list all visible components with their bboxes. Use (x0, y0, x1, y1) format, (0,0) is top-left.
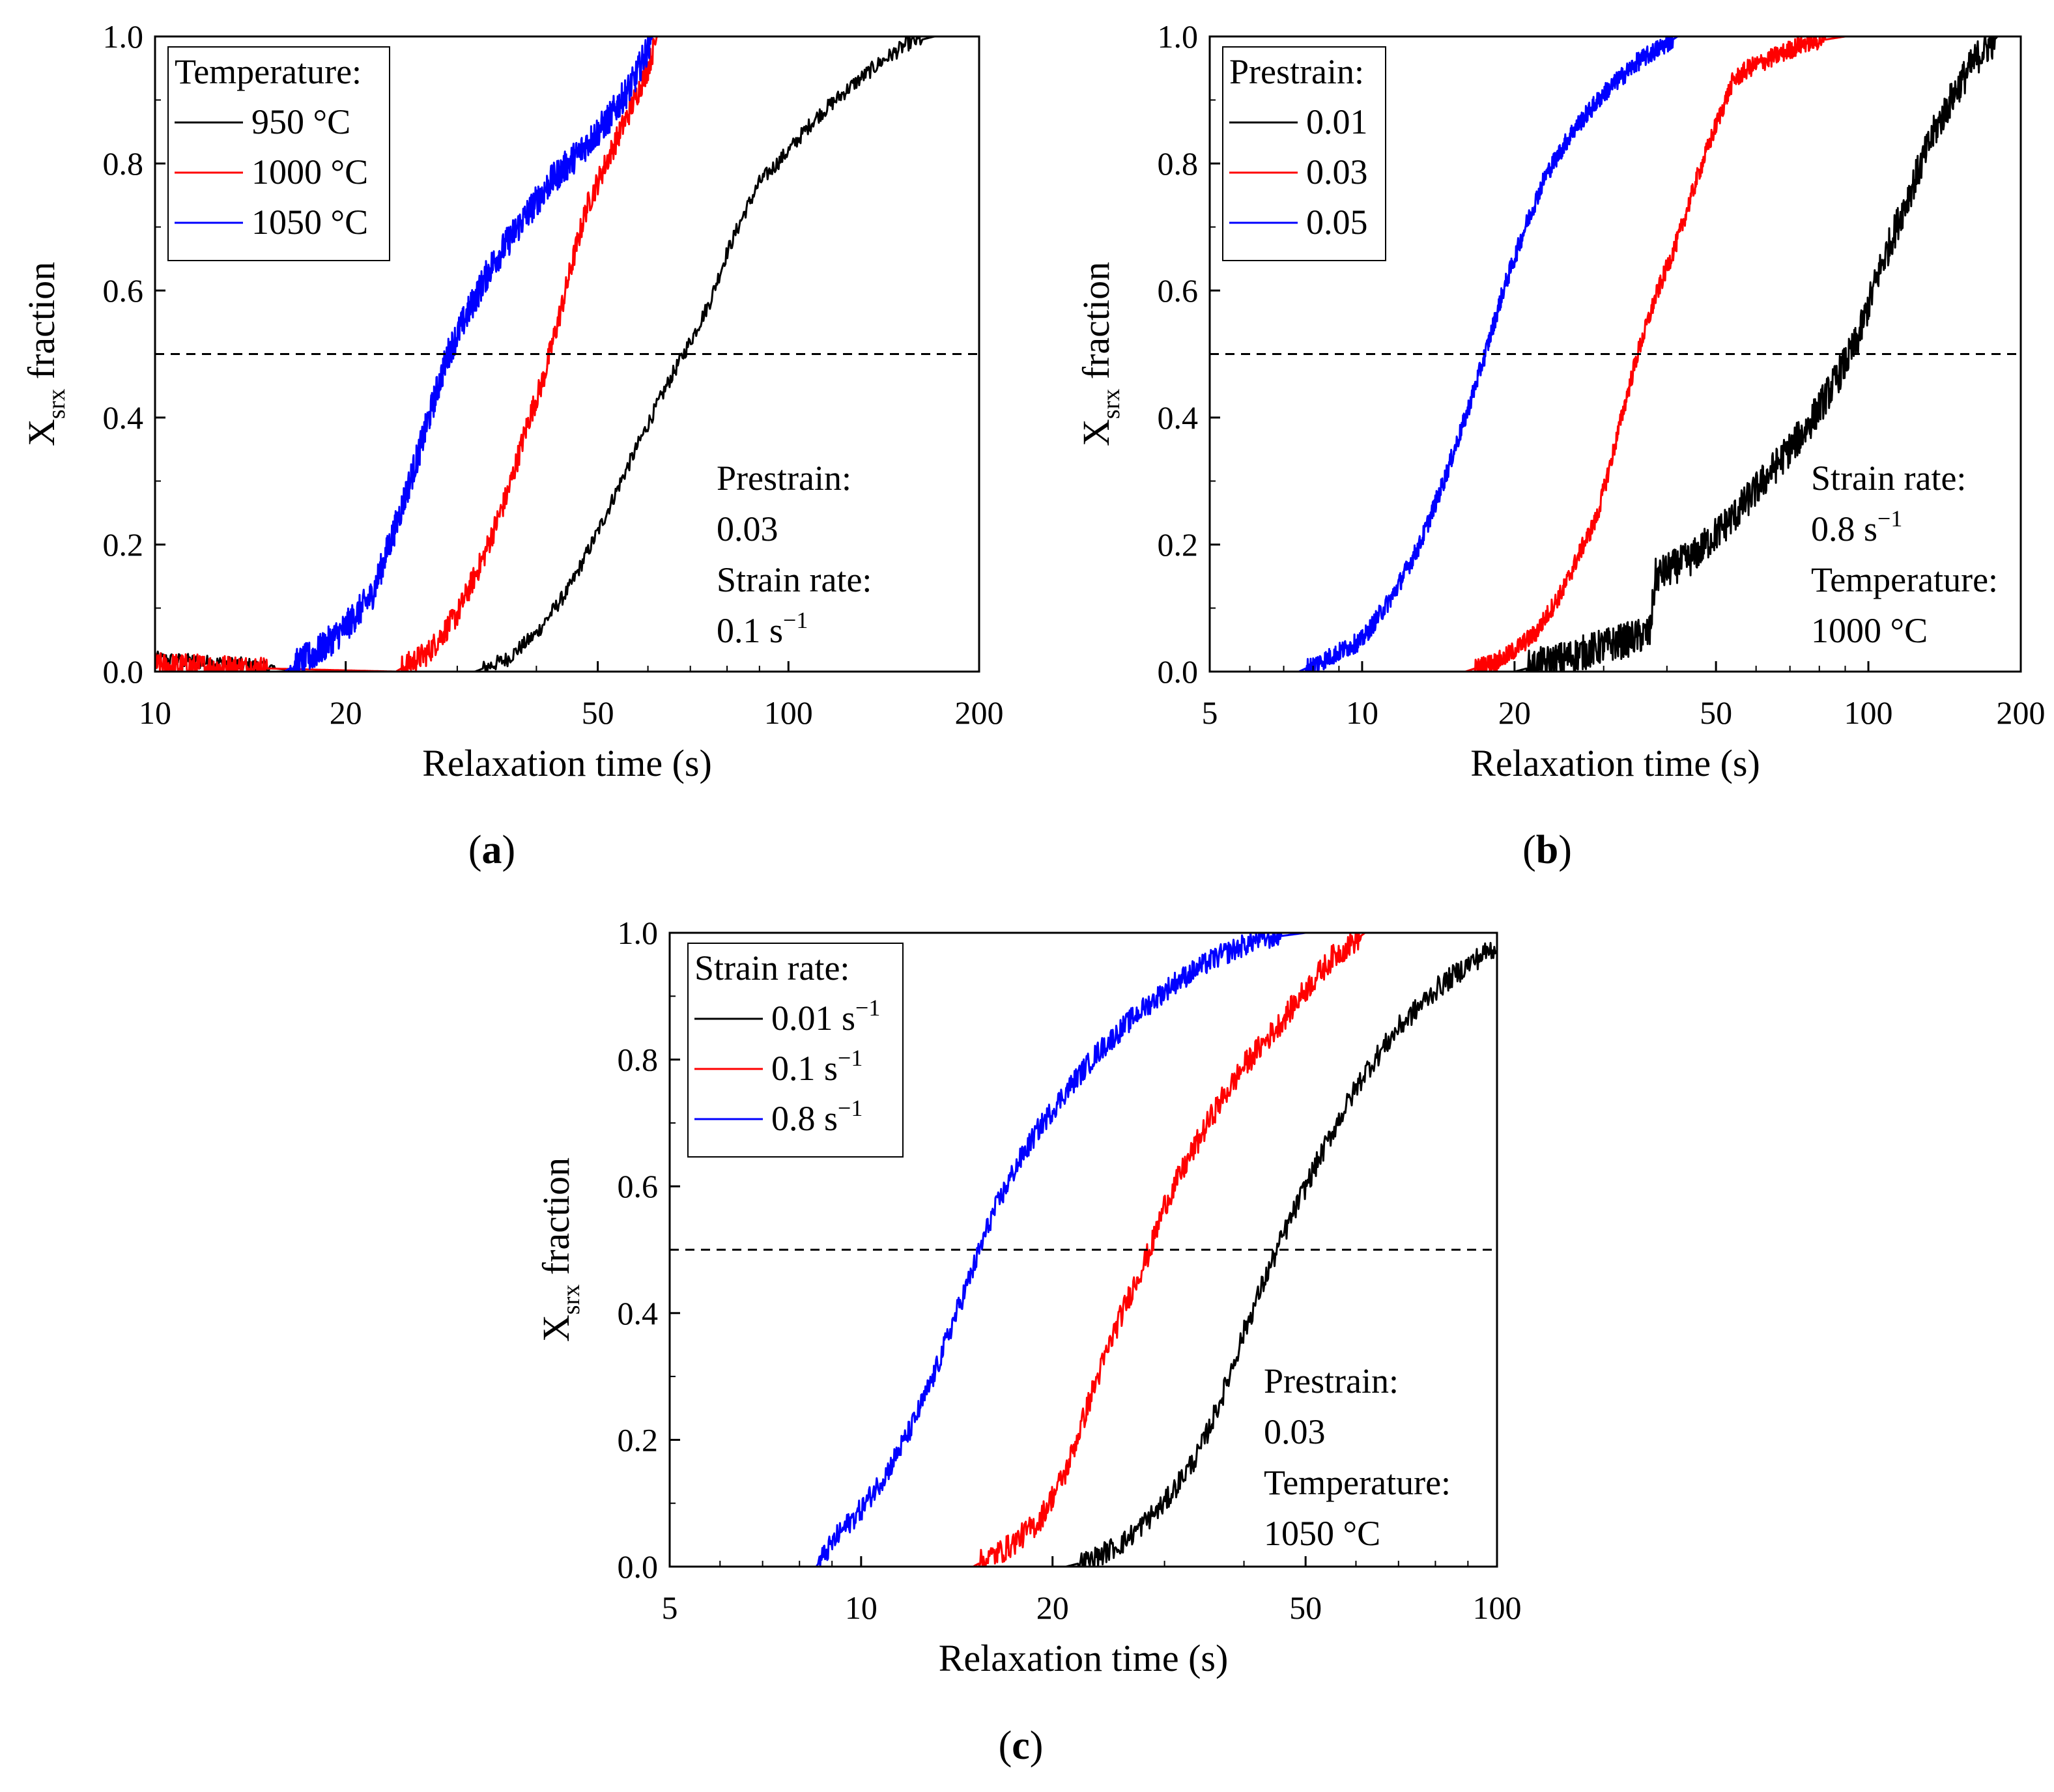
annotation-line: Temperature: (1811, 560, 1998, 599)
x-tick-label: 100 (1473, 1589, 1522, 1626)
y-axis-title: Xsrx fraction (20, 262, 70, 446)
y-tick-label: 0.6 (103, 272, 144, 309)
legend-label: 1050 °C (251, 203, 368, 242)
series-line-2 (155, 36, 658, 672)
x-axis-title: Relaxation time (s) (1470, 742, 1760, 784)
y-tick-label: 0.6 (618, 1168, 659, 1204)
x-axis-title: Relaxation time (s) (939, 1637, 1229, 1679)
y-tick-label: 1.0 (103, 18, 144, 55)
y-tick-label: 0.0 (618, 1548, 659, 1585)
series-group (1298, 36, 1999, 672)
y-tick-label: 0.0 (103, 653, 144, 690)
legend-box (1222, 46, 1386, 261)
y-tick-label: 0.4 (618, 1295, 659, 1331)
legend-label: 0.03 (1306, 152, 1368, 192)
x-tick-label: 5 (662, 1589, 678, 1626)
x-tick-label: 20 (330, 694, 362, 731)
series-group (670, 933, 1497, 1567)
x-tick-label: 20 (1036, 1589, 1069, 1626)
panel-label: (c) (999, 1724, 1044, 1768)
panel-label: (b) (1522, 828, 1572, 872)
series-line-2 (1419, 36, 1846, 672)
annotation-line: 0.03 (1264, 1412, 1326, 1451)
annotation-line: Prestrain: (1264, 1361, 1399, 1401)
panel-b: 0.0 0.2 0.4 0.6 0.8 1.0 5 10 20 50 100 200 Relaxatio… (1075, 18, 2046, 872)
y-tick-label: 0.8 (1158, 145, 1199, 182)
legend-label: 0.05 (1306, 203, 1368, 242)
y-tick-label: 0.0 (1158, 653, 1199, 690)
annotation-line: 0.1 s−1 (717, 607, 808, 650)
series-line-2 (670, 933, 1366, 1567)
panel-a: 0.0 0.2 0.4 0.6 0.8 1.0 10 20 50 100 200 Relaxation… (20, 18, 1004, 872)
x-axis-title: Relaxation time (s) (422, 742, 712, 784)
x-tick-label: 10 (845, 1589, 877, 1626)
x-tick-label: 5 (1202, 694, 1218, 731)
legend-title: Temperature: (175, 52, 362, 91)
panel-label: (a) (468, 828, 515, 872)
x-tick-label: 100 (1844, 694, 1893, 731)
legend-label: 0.01 s−1 (771, 995, 880, 1038)
legend-title: Strain rate: (694, 948, 849, 988)
annotation-line: 1050 °C (1264, 1514, 1380, 1553)
panel-c: 0.0 0.2 0.4 0.6 0.8 1.0 5 10 20 50 100 Relaxation t… (535, 915, 1522, 1768)
y-tick-label: 1.0 (618, 915, 659, 951)
legend-label: 0.1 s−1 (771, 1045, 863, 1088)
series-line-3 (283, 36, 653, 672)
y-axis-title: Xsrx fraction (1075, 262, 1125, 446)
x-tick-label: 50 (1700, 694, 1732, 731)
series-line-3 (670, 933, 1306, 1567)
x-tick-label: 20 (1498, 694, 1531, 731)
y-axis-title: Xsrx fraction (535, 1158, 585, 1342)
x-tick-label: 10 (1346, 694, 1378, 731)
annotation-line: 0.8 s−1 (1811, 505, 1902, 548)
y-tick-label: 0.6 (1158, 272, 1199, 309)
legend-label: 1000 °C (251, 152, 368, 192)
annotation-line: Prestrain: (717, 459, 851, 498)
annotation-line: 1000 °C (1811, 611, 1928, 650)
y-tick-label: 0.4 (1158, 399, 1199, 436)
annotation-line: Strain rate: (717, 560, 872, 599)
annotation-line: Temperature: (1264, 1463, 1451, 1502)
annotation-line: Strain rate: (1811, 459, 1966, 498)
x-tick-label: 200 (955, 694, 1004, 731)
x-tick-label: 50 (582, 694, 614, 731)
legend-label: 950 °C (251, 102, 350, 141)
y-tick-label: 0.2 (618, 1421, 659, 1458)
x-tick-label: 200 (1997, 694, 2046, 731)
x-tick-label: 100 (764, 694, 813, 731)
annotation-line: 0.03 (717, 509, 778, 548)
y-tick-label: 0.8 (618, 1042, 659, 1078)
y-tick-label: 0.2 (1158, 526, 1199, 563)
x-tick-label: 50 (1289, 1589, 1322, 1626)
y-tick-label: 0.8 (103, 145, 144, 182)
series-group (155, 36, 979, 672)
series-line-1 (1514, 36, 1999, 672)
series-line-1 (670, 942, 1497, 1567)
legend-box (687, 943, 904, 1158)
y-tick-label: 0.4 (103, 399, 144, 436)
y-tick-label: 0.2 (103, 526, 144, 563)
series-line-3 (1298, 36, 1679, 672)
x-tick-label: 10 (139, 694, 171, 731)
legend-title: Prestrain: (1229, 52, 1364, 91)
legend-label: 0.8 s−1 (771, 1095, 863, 1138)
legend-label: 0.01 (1306, 102, 1368, 141)
y-tick-label: 1.0 (1158, 18, 1199, 55)
legend-box (167, 46, 390, 261)
